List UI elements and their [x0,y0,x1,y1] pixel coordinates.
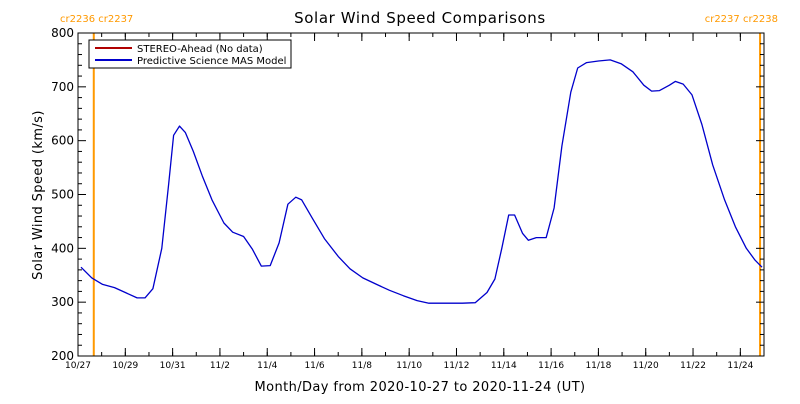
carrington-marker-label: cr2237 cr2238 [705,14,778,25]
x-tick-label: 11/8 [352,361,372,371]
legend-box [88,39,292,69]
y-tick-label: 800 [51,26,74,40]
x-tick-label: 11/14 [491,361,517,371]
legend-label-stereo: STEREO-Ahead (No data) [137,44,263,55]
x-tick-label: 10/29 [112,361,138,371]
x-tick-label: 10/31 [160,361,186,371]
y-tick-label: 600 [51,134,74,148]
series-line-1 [80,59,763,304]
x-tick-label: 11/22 [680,361,706,371]
x-tick-label: 11/10 [396,361,422,371]
y-tick-label: 400 [51,241,74,255]
x-tick-label: 11/4 [257,361,277,371]
x-tick-label: 11/12 [444,361,470,371]
y-tick-label: 200 [51,349,74,363]
y-axis: 200 300 400 500 600 700 800 [51,26,764,363]
x-tick-label: 10/27 [65,361,91,371]
legend: STEREO-Ahead (No data) Predictive Scienc… [88,39,292,69]
x-tick-label: 11/24 [727,361,753,371]
x-tick-label: 11/18 [585,361,611,371]
plot-frame [77,32,765,357]
legend-label-mas: Predictive Science MAS Model [137,56,286,67]
chart-title: Solar Wind Speed Comparisons [294,9,546,27]
y-tick-label: 500 [51,188,74,202]
x-tick-label: 11/16 [538,361,564,371]
x-axis-label: Month/Day from 2020-10-27 to 2020-11-24 … [254,380,585,395]
series-lines [80,59,763,304]
carrington-marker-label: cr2236 cr2237 [60,14,133,25]
x-tick-label: 11/2 [210,361,230,371]
x-axis: 10/27 10/29 10/31 11/2 11/4 11/6 11/8 11/10 11/1… [65,33,765,371]
y-tick-label: 700 [51,80,74,94]
y-axis-label: Solar Wind Speed (km/s) [31,110,46,280]
x-tick-label: 11/6 [304,361,324,371]
x-tick-label: 11/20 [633,361,659,371]
y-tick-label: 300 [51,295,74,309]
